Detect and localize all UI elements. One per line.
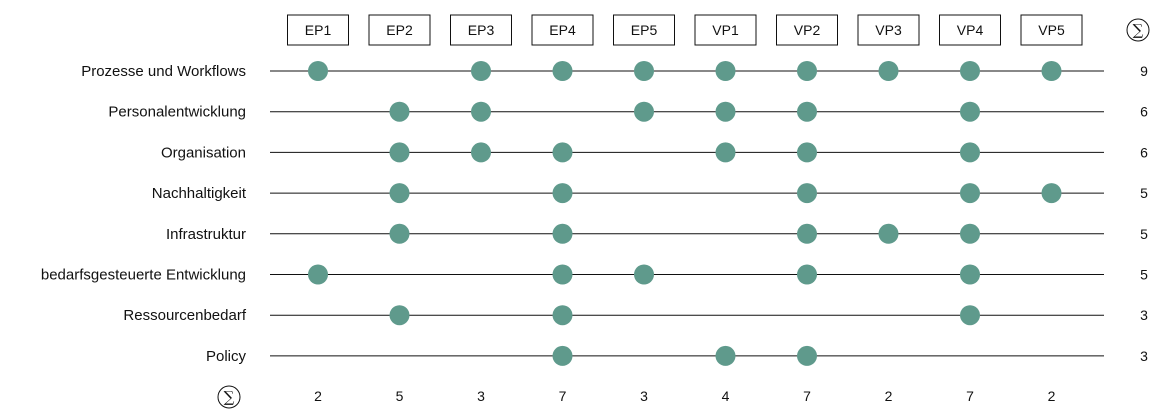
dot-personalentwicklung-ep2 xyxy=(389,101,410,122)
column-header-ep2: EP2 xyxy=(386,22,413,38)
dot-prozesse-und-workflows-vp2 xyxy=(797,61,817,81)
column-header-box-vp3 xyxy=(857,14,920,46)
row-total-personalentwicklung: 6 xyxy=(1140,104,1148,120)
column-total-vp3: 2 xyxy=(885,388,893,404)
row-total-ressourcenbedarf: 3 xyxy=(1140,307,1148,323)
column-header-box-ep2 xyxy=(368,14,431,46)
column-total-ep5: 3 xyxy=(640,388,648,404)
column-total-ep4: 7 xyxy=(559,388,567,404)
column-headers: EP1 EP2 EP3 EP4 EP5 VP1 VP2 VP3 VP4 VP5 xyxy=(287,14,1083,46)
row-total-nachhaltigkeit: 5 xyxy=(1140,185,1148,201)
row-label-organisation: Organisation xyxy=(161,144,246,161)
column-header-ep1: EP1 xyxy=(305,22,332,38)
row-total-policy: 3 xyxy=(1140,348,1148,364)
dot-personalentwicklung-ep3 xyxy=(471,101,491,122)
dot-infrastruktur-vp2 xyxy=(797,223,817,244)
dot-organisation-ep3 xyxy=(471,142,491,163)
dot-personalentwicklung-vp4 xyxy=(960,101,980,122)
column-header-box-vp1 xyxy=(694,14,757,46)
dot-prozesse-und-workflows-vp3 xyxy=(878,61,899,81)
column-header-vp2: VP2 xyxy=(794,22,821,38)
dot-nachhaltigkeit-vp5 xyxy=(1041,183,1062,204)
row-total-bedarfsgesteuerte-entwicklung: 5 xyxy=(1140,267,1148,283)
column-total-vp2: 7 xyxy=(803,388,811,404)
column-header-vp5: VP5 xyxy=(1038,22,1065,38)
row-label-nachhaltigkeit: Nachhaltigkeit xyxy=(152,185,247,202)
dot-infrastruktur-ep4 xyxy=(552,223,573,244)
dot-nachhaltigkeit-ep4 xyxy=(552,183,573,204)
dot-prozesse-und-workflows-ep3 xyxy=(471,61,491,81)
column-header-box-vp4 xyxy=(939,14,1001,46)
row-label-infrastruktur: Infrastruktur xyxy=(166,226,246,243)
dot-nachhaltigkeit-ep2 xyxy=(389,183,410,204)
sum-markers: ∑ ∑ xyxy=(217,18,1150,409)
dot-bedarfsgesteuerte-entwicklung-ep5 xyxy=(634,264,654,285)
dot-nachhaltigkeit-vp4 xyxy=(960,183,980,204)
row-total-infrastruktur: 5 xyxy=(1140,226,1148,242)
sum-marker-row-totals xyxy=(1126,18,1150,42)
sum-symbol-row-totals: ∑ xyxy=(1133,21,1144,39)
dot-personalentwicklung-ep5 xyxy=(634,101,654,122)
column-header-box-vp5 xyxy=(1020,14,1083,46)
row-label-policy: Policy xyxy=(206,348,247,365)
column-header-ep3: EP3 xyxy=(468,22,495,38)
row-total-organisation: 6 xyxy=(1140,144,1148,160)
dot-infrastruktur-ep2 xyxy=(389,223,410,244)
dot-bedarfsgesteuerte-entwicklung-vp2 xyxy=(797,264,817,285)
dot-ressourcenbedarf-vp4 xyxy=(960,305,980,326)
totals: 2 5 3 7 3 4 7 2 7 2 9 6 6 5 5 5 3 3 xyxy=(314,63,1148,404)
column-header-box-ep5 xyxy=(613,14,675,46)
column-header-vp1: VP1 xyxy=(712,22,739,38)
dot-organisation-vp2 xyxy=(797,142,817,163)
dot-organisation-vp1 xyxy=(715,142,736,163)
dots xyxy=(308,61,1062,366)
dot-organisation-vp4 xyxy=(960,142,980,163)
sum-marker-column-totals xyxy=(217,385,241,409)
dot-policy-vp1 xyxy=(715,345,736,366)
dot-bedarfsgesteuerte-entwicklung-vp4 xyxy=(960,264,980,285)
column-header-ep4: EP4 xyxy=(549,22,576,38)
dot-prozesse-und-workflows-ep5 xyxy=(634,61,654,81)
dot-ressourcenbedarf-ep4 xyxy=(552,305,573,326)
dot-personalentwicklung-vp2 xyxy=(797,101,817,122)
dot-nachhaltigkeit-vp2 xyxy=(797,183,817,204)
row-label-prozesse-und-workflows: Prozesse und Workflows xyxy=(81,63,246,80)
row-label-bedarfsgesteuerte-entwicklung: bedarfsgesteuerte Entwicklung xyxy=(41,267,246,284)
dot-prozesse-und-workflows-vp4 xyxy=(960,61,980,81)
dot-ressourcenbedarf-ep2 xyxy=(389,305,410,326)
row-total-prozesse-und-workflows: 9 xyxy=(1140,63,1148,79)
row-label-ressourcenbedarf: Ressourcenbedarf xyxy=(123,307,246,324)
dot-personalentwicklung-vp1 xyxy=(715,101,736,122)
dot-organisation-ep2 xyxy=(389,142,410,163)
dot-bedarfsgesteuerte-entwicklung-ep1 xyxy=(308,264,328,285)
column-total-ep3: 3 xyxy=(477,388,485,404)
column-header-vp3: VP3 xyxy=(875,22,902,38)
column-header-box-ep3 xyxy=(450,14,512,46)
dot-policy-ep4 xyxy=(552,345,573,366)
column-header-box-ep4 xyxy=(531,14,594,46)
dot-policy-vp2 xyxy=(797,345,817,366)
dot-prozesse-und-workflows-vp1 xyxy=(715,61,736,81)
sum-symbol-column-totals: ∑ xyxy=(224,388,235,406)
column-header-vp4: VP4 xyxy=(957,22,984,38)
column-total-ep1: 2 xyxy=(314,388,322,404)
column-total-vp1: 4 xyxy=(722,388,730,404)
dot-infrastruktur-vp4 xyxy=(960,223,980,244)
dot-prozesse-und-workflows-vp5 xyxy=(1041,61,1062,81)
column-header-box-ep1 xyxy=(287,14,349,46)
dot-prozesse-und-workflows-ep4 xyxy=(552,61,573,81)
column-total-ep2: 5 xyxy=(396,388,404,404)
row-labels: Prozesse und Workflows Personalentwicklun… xyxy=(41,63,247,365)
dot-bedarfsgesteuerte-entwicklung-ep4 xyxy=(552,264,573,285)
column-header-box-vp2 xyxy=(776,14,838,46)
dot-prozesse-und-workflows-ep1 xyxy=(308,61,328,81)
dot-infrastruktur-vp3 xyxy=(878,223,899,244)
column-total-vp5: 2 xyxy=(1048,388,1056,404)
column-header-ep5: EP5 xyxy=(631,22,658,38)
row-label-personalentwicklung: Personalentwicklung xyxy=(108,104,246,121)
column-total-vp4: 7 xyxy=(966,388,974,404)
dot-organisation-ep4 xyxy=(552,142,573,163)
